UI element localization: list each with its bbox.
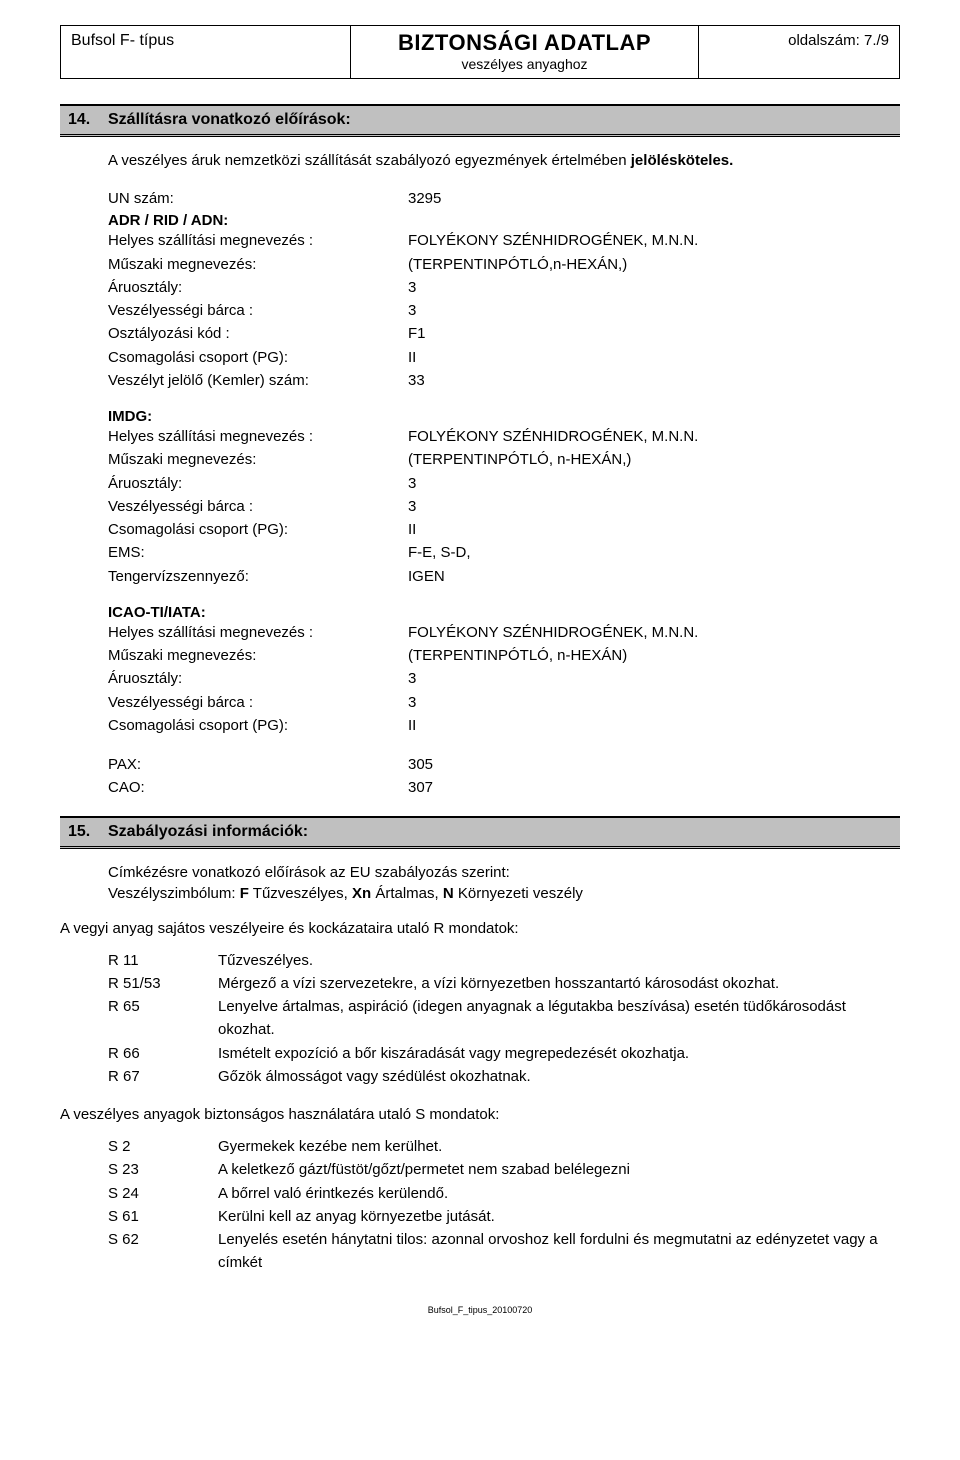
section-14-body: A veszélyes áruk nemzetközi szállítását … — [60, 152, 900, 800]
eu-labeling-line: Címkézésre vonatkozó előírások az EU sza… — [108, 864, 900, 881]
intro-pre: A veszélyes áruk nemzetközi szállítását … — [108, 152, 631, 169]
icao-row-4: Csomagolási csoport (PG):II — [108, 714, 900, 737]
s-row-0: S 2Gyermekek kezébe nem kerülhet. — [108, 1135, 900, 1158]
section-14-intro: A veszélyes áruk nemzetközi szállítását … — [108, 152, 900, 169]
adr-group-label: ADR / RID / ADN: — [108, 212, 900, 229]
icao-row-2: Áruosztály:3 — [108, 667, 900, 690]
r-phrases-intro: A vegyi anyag sajátos veszélyeire és koc… — [60, 920, 900, 937]
symbol-pre: Veszélyszimbólum: — [108, 885, 240, 902]
intro-bold: jelölésköteles. — [631, 152, 734, 169]
imdg-row-4: Csomagolási csoport (PG):II — [108, 518, 900, 541]
icao-row-1: Műszaki megnevezés:(TERPENTINPÓTLÓ, n-HE… — [108, 644, 900, 667]
adr-row-0: Helyes szállítási megnevezés :FOLYÉKONY … — [108, 229, 900, 252]
pax-cao-block: PAX:305 CAO:307 — [108, 753, 900, 800]
imdg-row-2: Áruosztály:3 — [108, 472, 900, 495]
symbol-n: N — [443, 885, 454, 902]
adr-row-2: Áruosztály:3 — [108, 276, 900, 299]
r-phrases-block: R 11Tűzveszélyes. R 51/53Mérgező a vízi … — [60, 949, 900, 1089]
adr-row-6: Veszélyt jelölő (Kemler) szám:33 — [108, 369, 900, 392]
icao-group-label: ICAO-TI/IATA: — [108, 604, 900, 621]
r-row-3: R 66Ismételt expozíció a bőr kiszáradásá… — [108, 1042, 900, 1065]
r-row-0: R 11Tűzveszélyes. — [108, 949, 900, 972]
symbol-xn-text: Ártalmas, — [371, 885, 443, 902]
section-14-title: Szállításra vonatkozó előírások: — [108, 111, 351, 129]
symbol-f-text: Tűzveszélyes, — [249, 885, 352, 902]
r-row-4: R 67Gőzök álmosságot vagy szédülést okoz… — [108, 1065, 900, 1088]
imdg-block: IMDG: Helyes szállítási megnevezés :FOLY… — [108, 408, 900, 588]
adr-row-3: Veszélyességi bárca :3 — [108, 299, 900, 322]
header-product: Bufsol F- típus — [61, 26, 351, 78]
un-value: 3295 — [408, 187, 900, 210]
s-row-1: S 23A keletkező gázt/füstöt/gőzt/permete… — [108, 1158, 900, 1181]
s-row-3: S 61Kerülni kell az anyag környezetbe ju… — [108, 1205, 900, 1228]
imdg-row-3: Veszélyességi bárca :3 — [108, 495, 900, 518]
un-label: UN szám: — [108, 187, 408, 210]
imdg-row-0: Helyes szállítási megnevezés :FOLYÉKONY … — [108, 425, 900, 448]
adr-row-4: Osztályozási kód :F1 — [108, 322, 900, 345]
section-14-number: 14. — [68, 111, 108, 129]
s-row-4: S 62Lenyelés esetén hánytatni tilos: azo… — [108, 1228, 900, 1275]
page: Bufsol F- típus BIZTONSÁGI ADATLAP veszé… — [0, 0, 960, 1355]
footer-filename: Bufsol_F_tipus_20100720 — [60, 1305, 900, 1315]
header-title: BIZTONSÁGI ADATLAP — [361, 30, 688, 56]
imdg-row-5: EMS:F-E, S-D, — [108, 541, 900, 564]
icao-row-0: Helyes szállítási megnevezés :FOLYÉKONY … — [108, 621, 900, 644]
r-row-2: R 65Lenyelve ártalmas, aspiráció (idegen… — [108, 995, 900, 1042]
s-phrases-intro: A veszélyes anyagok biztonságos használa… — [60, 1106, 900, 1123]
pax-row: PAX:305 — [108, 753, 900, 776]
section-15-bar: 15. Szabályozási információk: — [60, 816, 900, 849]
section-15-body: Címkézésre vonatkozó előírások az EU sza… — [60, 864, 900, 902]
hazard-symbol-line: Veszélyszimbólum: F Tűzveszélyes, Xn Árt… — [108, 885, 900, 902]
section-14-bar: 14. Szállításra vonatkozó előírások: — [60, 104, 900, 137]
header-subtitle: veszélyes anyaghoz — [361, 56, 688, 72]
section-15-number: 15. — [68, 823, 108, 841]
imdg-row-1: Műszaki megnevezés:(TERPENTINPÓTLÓ, n-HE… — [108, 448, 900, 471]
un-block: UN szám: 3295 ADR / RID / ADN: Helyes sz… — [108, 187, 900, 392]
symbol-xn: Xn — [352, 885, 371, 902]
symbol-f: F — [240, 885, 249, 902]
imdg-group-label: IMDG: — [108, 408, 900, 425]
header-page-number: oldalszám: 7./9 — [699, 26, 899, 78]
page-header: Bufsol F- típus BIZTONSÁGI ADATLAP veszé… — [60, 25, 900, 79]
r-row-1: R 51/53Mérgező a vízi szervezetekre, a v… — [108, 972, 900, 995]
s-row-2: S 24A bőrrel való érintkezés kerülendő. — [108, 1182, 900, 1205]
s-phrases-block: S 2Gyermekek kezébe nem kerülhet. S 23A … — [60, 1135, 900, 1275]
icao-row-3: Veszélyességi bárca :3 — [108, 691, 900, 714]
symbol-n-text: Környezeti veszély — [454, 885, 583, 902]
imdg-row-6: Tengervízszennyező:IGEN — [108, 565, 900, 588]
section-15-title: Szabályozási információk: — [108, 823, 308, 841]
icao-block: ICAO-TI/IATA: Helyes szállítási megnevez… — [108, 604, 900, 737]
adr-row-1: Műszaki megnevezés:(TERPENTINPÓTLÓ,n-HEX… — [108, 253, 900, 276]
adr-row-5: Csomagolási csoport (PG):II — [108, 346, 900, 369]
cao-row: CAO:307 — [108, 776, 900, 799]
header-center: BIZTONSÁGI ADATLAP veszélyes anyaghoz — [351, 26, 699, 78]
